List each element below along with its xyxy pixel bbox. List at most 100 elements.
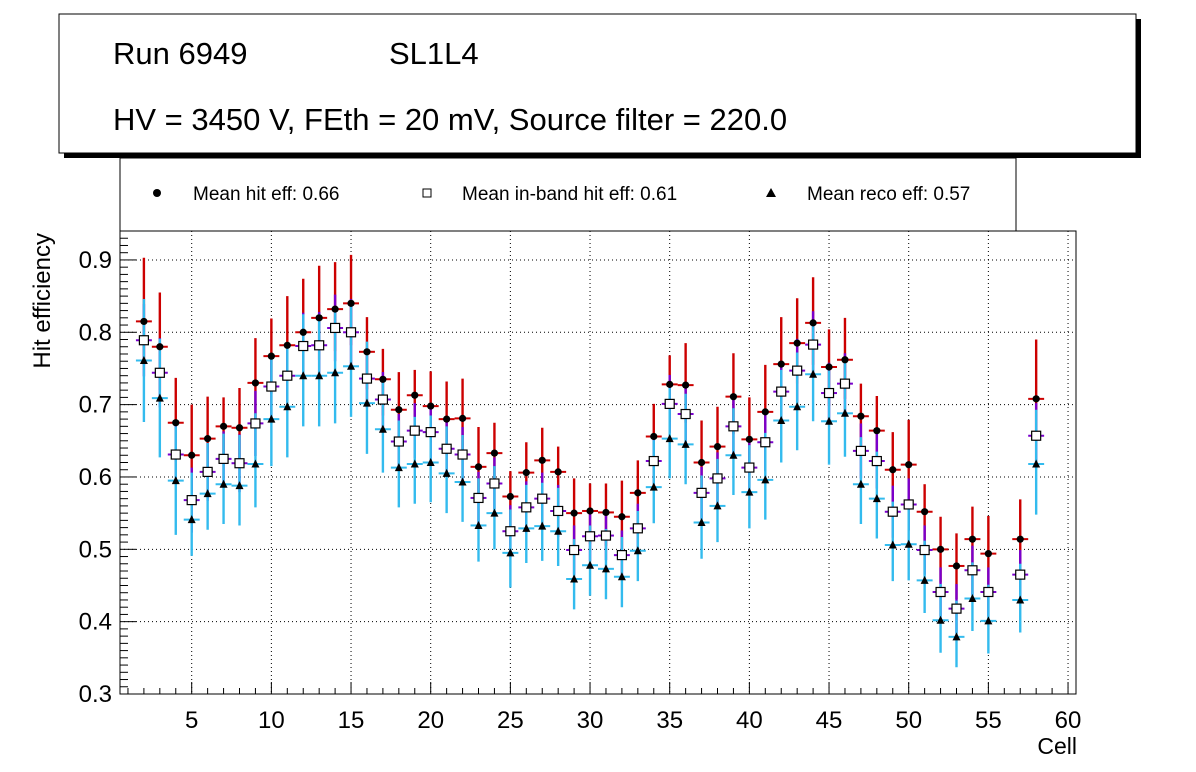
conditions-label: HV = 3450 V, FEth = 20 mV, Source filter… [113,102,787,137]
data-point-hit [793,339,801,347]
data-point-inband [361,373,373,384]
data-point-reco [267,414,276,423]
x-tick-label: 15 [338,707,365,734]
data-point-reco [315,371,324,380]
data-point-hit [570,509,578,517]
x-tick-label: 35 [656,707,683,734]
data-point-reco [761,475,770,484]
data-point-hit [331,305,339,313]
data-point-reco [251,459,260,468]
data-point-inband [807,339,819,350]
data-point-inband [568,544,580,556]
data-point-reco [570,574,579,583]
data-point-hit [761,408,769,416]
x-tick-label: 10 [258,707,285,734]
data-point-reco [984,616,993,625]
y-tick-label: 0.8 [79,319,112,346]
data-point-reco [633,546,642,555]
data-point-hit [188,451,196,459]
data-point-hit [825,363,833,371]
data-point-hit [809,319,817,327]
legend-box [119,157,1017,232]
data-point-hit [697,458,706,467]
data-point-hit [522,469,530,477]
data-point-hit [777,360,785,368]
data-point-hit [363,348,371,356]
data-point-reco [490,508,499,517]
data-point-inband [298,340,309,352]
data-point-reco [283,402,292,411]
data-point-reco [586,560,595,569]
data-point-inband [250,418,261,429]
legend-hit-label: Mean hit eff: 0.66 [193,184,339,205]
data-point-reco [538,521,547,530]
run-label: Run 6949 [113,36,247,71]
series-layer [135,254,1045,668]
legend-inband-marker [422,188,432,198]
data-point-hit [443,415,451,423]
data-point-inband [505,526,516,537]
data-point-inband [1015,569,1026,580]
data-point-hit [251,379,260,387]
data-point-hit [618,513,626,521]
layer-label: SL1L4 [389,36,479,71]
data-point-inband [186,495,197,506]
data-point-inband [202,466,213,478]
data-point-reco [713,501,722,510]
data-point-hit [634,489,642,497]
data-point-inband [409,425,420,436]
legend-hit-marker [153,189,161,197]
x-tick-label: 20 [417,707,444,734]
data-point-hit [682,381,690,389]
data-point-reco [522,523,531,532]
data-point-reco [649,482,658,491]
data-point-inband [760,437,771,448]
data-point-hit [666,380,674,388]
x-tick-label: 25 [497,707,524,734]
data-point-hit [857,412,865,420]
data-point-reco [139,355,148,364]
data-point-inband [218,453,229,464]
data-point-reco [235,481,244,490]
data-point-hit [315,314,323,322]
data-point-reco [426,458,435,466]
data-point-inband [537,493,548,504]
data-point-reco [745,487,754,496]
data-point-inband [553,505,564,517]
data-point-reco [665,434,674,443]
data-point-inband [282,370,293,381]
data-point-inband [887,506,898,517]
data-point-reco [888,540,897,549]
data-point-inband [792,365,803,376]
data-point-hit [347,299,355,307]
data-point-hit [235,424,244,432]
data-point-inband [935,586,946,598]
data-point-reco [554,526,563,535]
y-tick-label: 0.5 [79,536,112,563]
data-point-reco [904,539,913,548]
data-point-inband [967,565,978,576]
data-point-inband [712,473,723,484]
data-point-reco [362,398,371,407]
data-point-hit [602,508,610,517]
data-point-inband [696,487,707,498]
data-point-hit [729,393,738,401]
data-point-reco [171,476,180,485]
data-point-inband [919,544,930,556]
data-point-inband [903,499,914,510]
data-point-inband [664,398,675,410]
data-point-inband [138,335,149,346]
data-point-reco [809,369,818,378]
x-tick-label: 30 [577,707,604,734]
data-point-hit [506,492,514,501]
series-1-markers [138,322,1042,614]
data-point-hit [458,414,467,422]
data-point-inband [521,502,532,513]
data-point-inband [744,462,755,473]
x-axis-label: Cell [1037,733,1077,759]
y-tick-label: 0.6 [79,464,112,491]
data-point-inband [457,449,468,460]
data-point-hit [267,352,275,360]
data-point-reco [474,520,483,529]
data-point-hit [586,507,594,515]
